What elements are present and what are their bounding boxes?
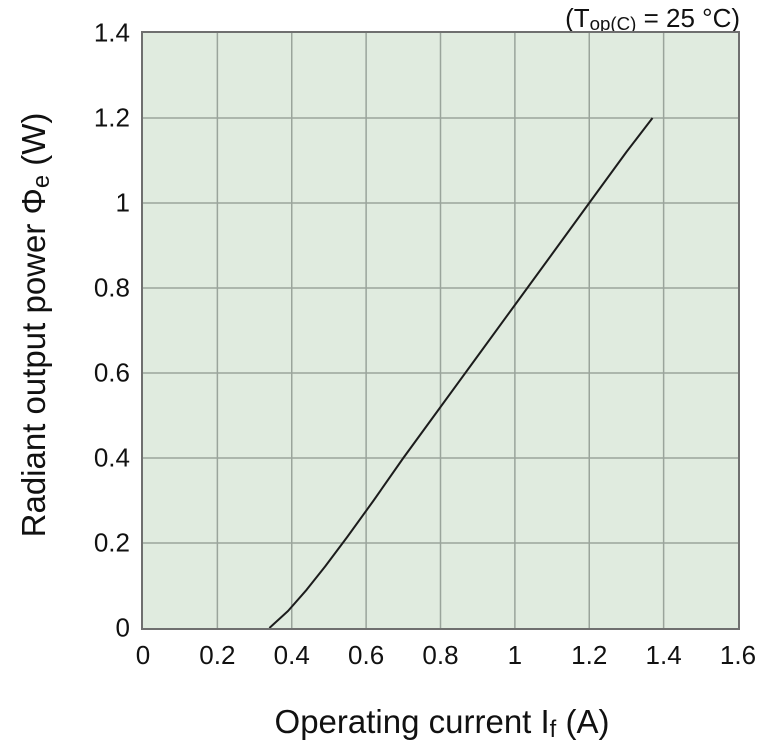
x-tick-label: 1.2 xyxy=(571,640,608,670)
x-axis-title: Operating current If (A) xyxy=(274,703,610,744)
x-tick-label: 1.6 xyxy=(719,640,757,670)
x-axis-title-pre: Operating current I xyxy=(274,703,550,740)
plot-svg xyxy=(143,33,738,628)
annotation-subscript: op(C) xyxy=(589,13,637,35)
y-tick-label: 1 xyxy=(115,187,130,218)
temperature-condition-annotation: (Top(C) = 25 °C) xyxy=(565,3,740,34)
y-tick-label: 0 xyxy=(115,612,130,643)
y-axis-title-pre: Radiant output power Φ xyxy=(15,188,52,538)
x-tick-label: 0.6 xyxy=(348,640,385,670)
y-axis-title-subscript: e xyxy=(28,174,56,189)
x-tick-label: 1.4 xyxy=(645,640,682,670)
y-tick-label: 0.6 xyxy=(93,357,130,388)
x-tick-label: 0.8 xyxy=(422,640,459,670)
y-tick-label: 0.4 xyxy=(93,442,130,473)
x-tick-label: 1 xyxy=(507,640,523,670)
plot-area xyxy=(141,31,740,630)
x-tick-label: 0.4 xyxy=(273,640,310,670)
y-tick-label: 1.2 xyxy=(93,102,130,133)
annotation-text-post: = 25 °C) xyxy=(636,3,740,33)
x-axis-title-post: (A) xyxy=(556,703,610,740)
x-axis-title-subscript: f xyxy=(549,716,557,744)
y-tick-label: 1.4 xyxy=(93,17,130,48)
y-axis-title-post: (W) xyxy=(15,112,52,175)
y-axis-title: Radiant output power Φe (W) xyxy=(15,112,56,538)
annotation-text-pre: (T xyxy=(565,3,590,33)
x-tick-label: 0 xyxy=(135,640,151,670)
x-tick-label: 0.2 xyxy=(199,640,236,670)
y-tick-label: 0.8 xyxy=(93,272,130,303)
data-line xyxy=(268,117,654,628)
y-tick-label: 0.2 xyxy=(93,527,130,558)
